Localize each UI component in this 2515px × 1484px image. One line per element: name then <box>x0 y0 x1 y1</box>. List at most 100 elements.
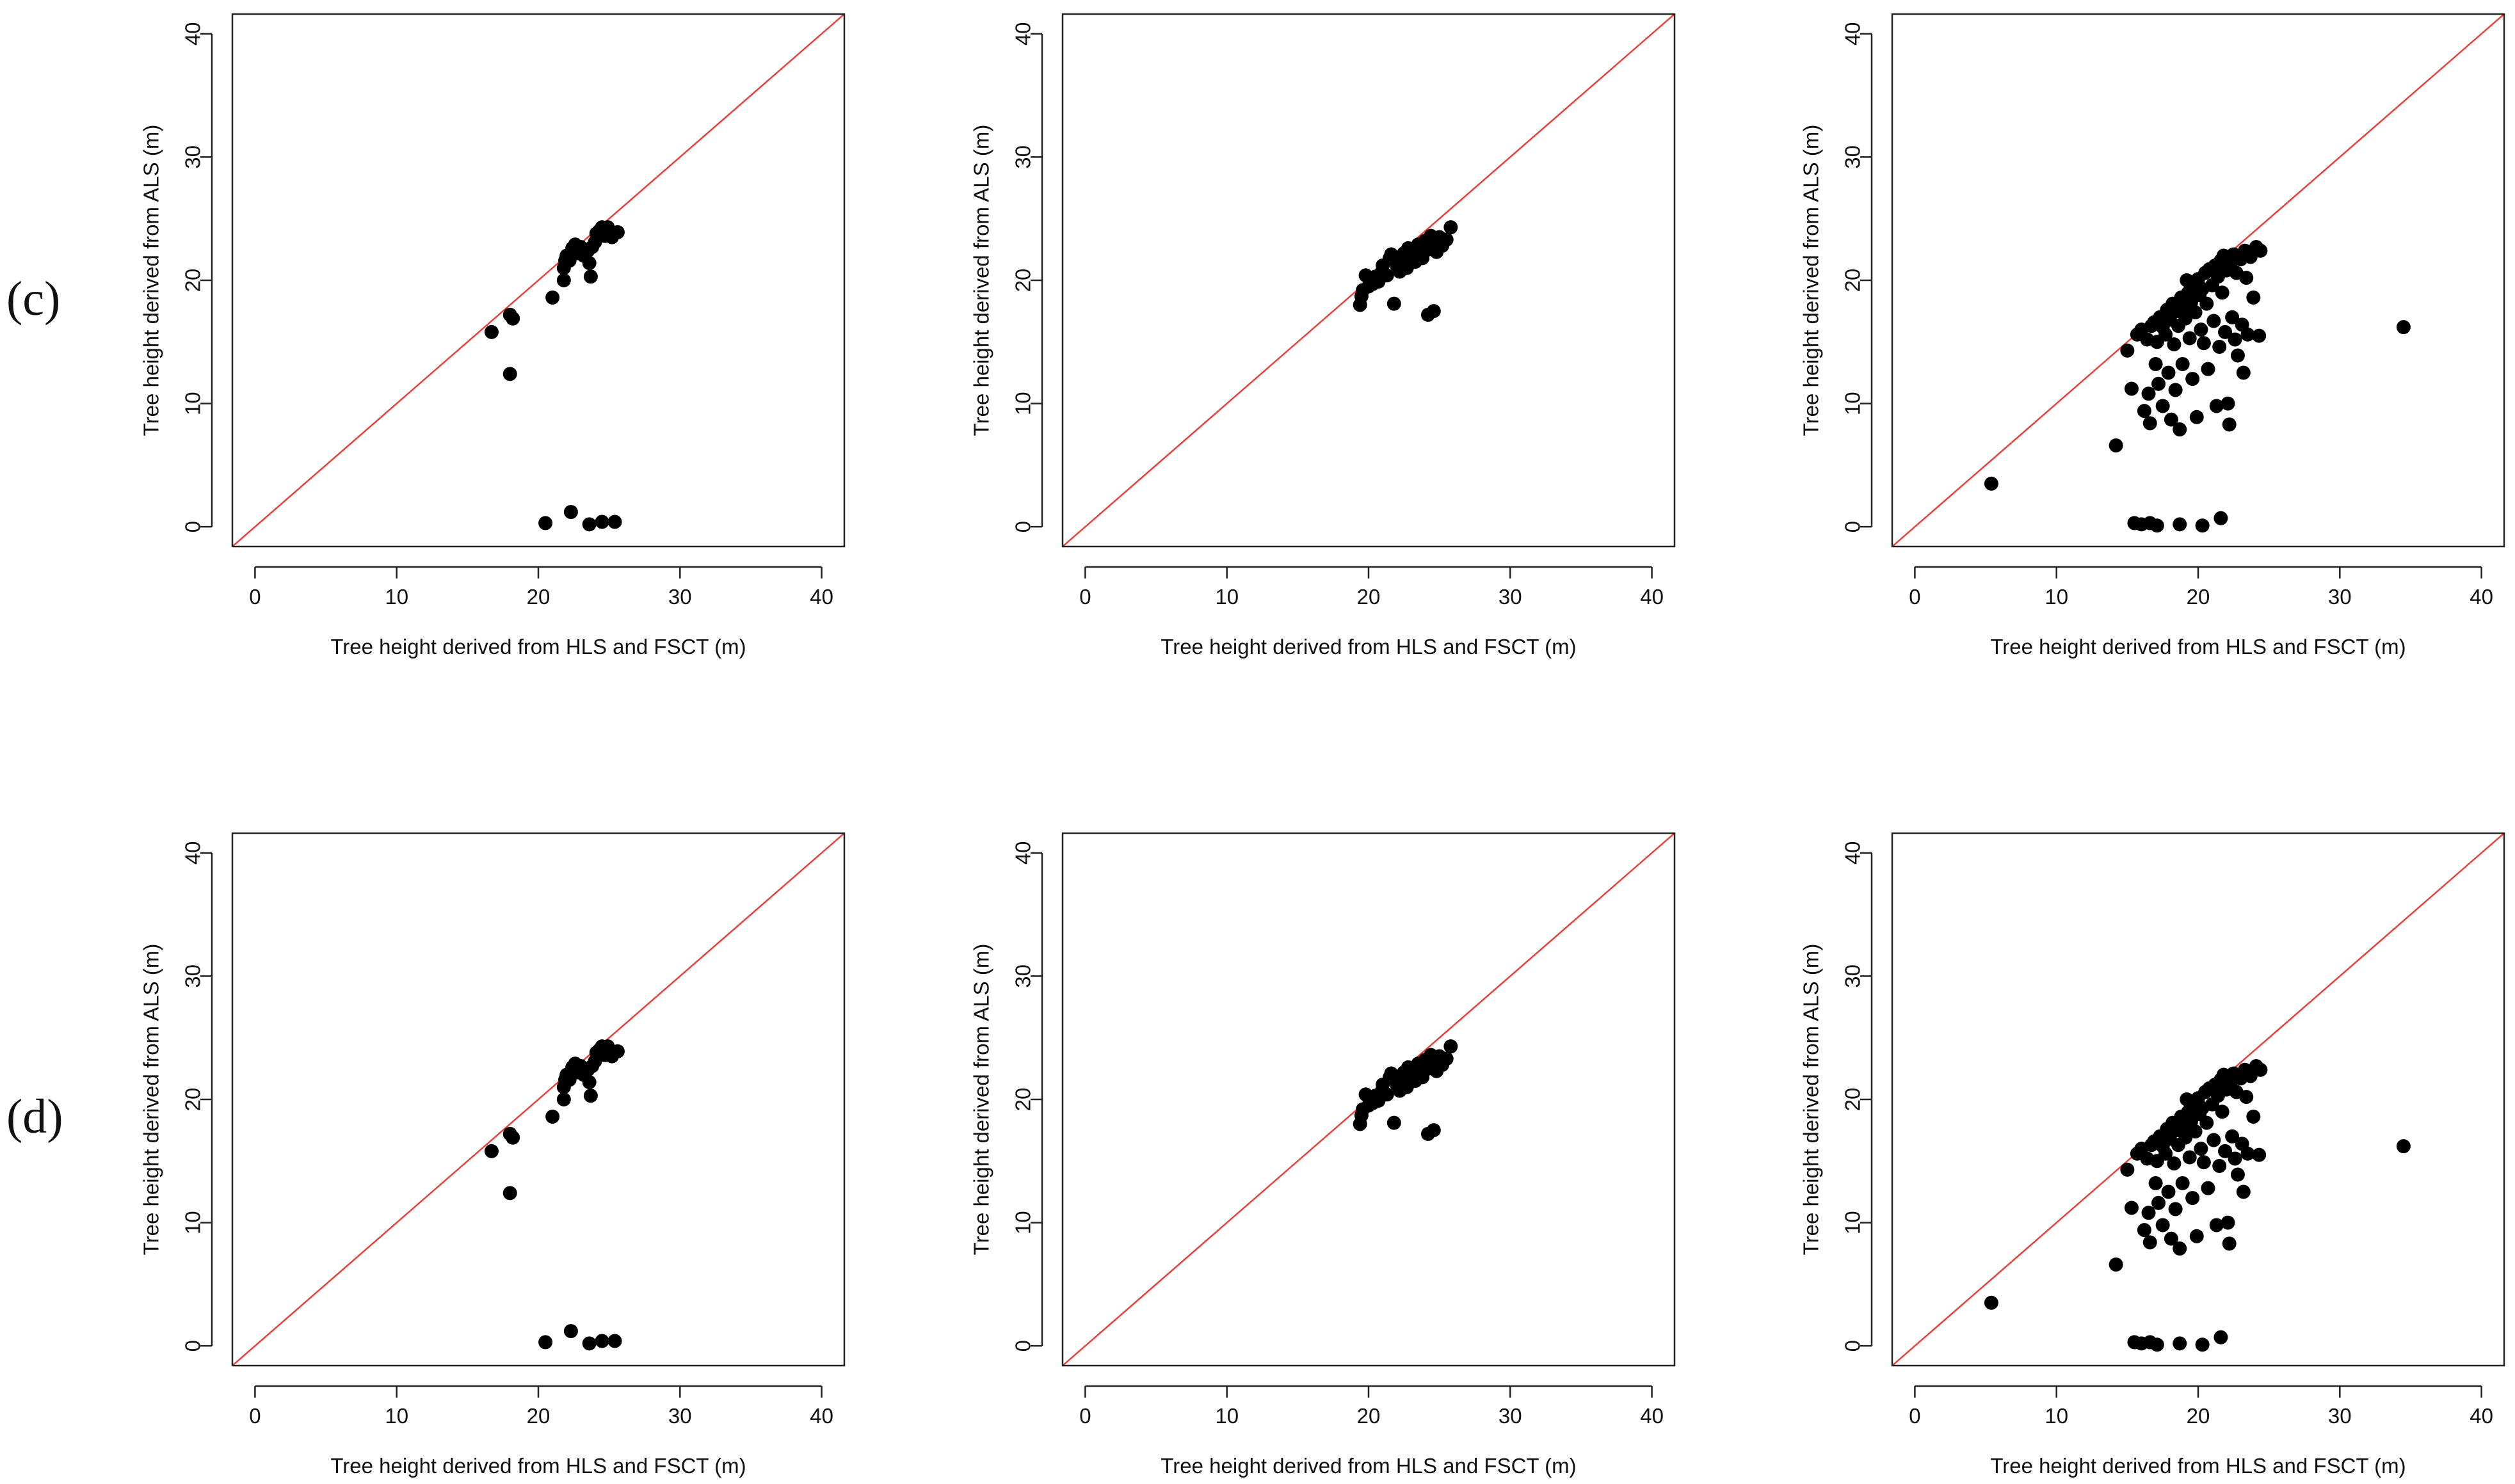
data-point <box>2124 381 2139 396</box>
data-point <box>2396 320 2411 335</box>
y-tick-label: 30 <box>1011 964 1035 988</box>
data-point <box>538 1335 553 1350</box>
x-tick-label: 10 <box>2045 585 2068 609</box>
scatter-panel-c-3: 0 10 20 30 40 0 10 20 30 40 Tree height derived fr… <box>1799 13 2505 658</box>
data-point <box>563 505 578 520</box>
data-point <box>2239 1090 2254 1105</box>
y-tick-label: 30 <box>181 145 205 169</box>
data-point <box>2218 324 2233 339</box>
y-tick-label: 10 <box>1011 392 1035 415</box>
y-axis-title: Tree height derived from ALS (m) <box>1799 944 1823 1256</box>
data-point <box>2109 1257 2123 1272</box>
scatter-panel-d-1: 0 10 20 30 40 0 10 20 30 40 Tree height derived fr… <box>140 832 846 1478</box>
x-tick-label: 40 <box>2470 585 2493 609</box>
data-point <box>2212 340 2227 354</box>
y-tick-label: 10 <box>1011 1211 1035 1234</box>
data-point <box>2215 285 2230 300</box>
y-tick-label: 10 <box>181 1211 205 1234</box>
y-tick-label: 30 <box>1841 964 1865 988</box>
x-axis-title: Tree height derived from HLS and FSCT (m… <box>330 1454 746 1478</box>
data-point <box>2158 327 2173 342</box>
data-point <box>502 1186 517 1201</box>
data-point <box>595 1334 609 1348</box>
data-point <box>583 1089 598 1103</box>
data-point <box>2225 310 2240 324</box>
x-tick-label: 0 <box>1909 1404 1920 1428</box>
x-tick-label: 20 <box>527 585 550 609</box>
x-tick-label: 0 <box>249 585 261 609</box>
x-axis-title: Tree height derived from HLS and FSCT (m… <box>1990 635 2406 658</box>
scatter-panel-c-2: 0 10 20 30 40 0 10 20 30 40 Tree height derived fr… <box>970 13 1676 658</box>
data-point <box>2252 328 2267 343</box>
data-point <box>2151 376 2166 391</box>
plot-frame <box>231 13 846 548</box>
x-tick-label: 0 <box>249 1404 261 1428</box>
y-tick-label: 0 <box>181 1340 205 1352</box>
data-point <box>2124 1201 2139 1215</box>
data-point <box>2253 243 2268 258</box>
x-tick-label: 40 <box>1640 1404 1664 1428</box>
x-tick-label: 40 <box>810 1404 833 1428</box>
x-tick-label: 20 <box>2187 585 2210 609</box>
data-point <box>582 256 597 271</box>
data-point <box>2188 1124 2203 1139</box>
y-axis-title: Tree height derived from ALS (m) <box>970 944 993 1256</box>
data-point <box>2167 1156 2182 1171</box>
y-tick-label: 20 <box>181 269 205 292</box>
data-point <box>2236 365 2251 380</box>
x-tick-label: 0 <box>1079 1404 1091 1428</box>
x-tick-label: 20 <box>1357 1404 1381 1428</box>
data-point <box>2240 1146 2255 1161</box>
data-point <box>2137 1223 2151 1238</box>
y-tick-label: 30 <box>1011 145 1035 169</box>
y-tick-label: 20 <box>1011 1088 1035 1112</box>
y-tick-label: 30 <box>1841 145 1865 169</box>
data-point <box>2222 417 2237 432</box>
data-point <box>2155 1218 2170 1233</box>
y-tick-label: 40 <box>1841 841 1865 865</box>
data-point <box>2151 1195 2166 1210</box>
data-point <box>2222 1236 2237 1251</box>
y-axis-title: Tree height derived from ALS (m) <box>140 125 163 436</box>
reference-line-y-equals-x <box>232 14 844 547</box>
data-point <box>2173 1336 2187 1351</box>
y-tick-label: 40 <box>1841 22 1865 45</box>
data-point <box>2230 348 2245 363</box>
data-point <box>2201 1181 2215 1195</box>
x-axis-title: Tree height derived from HLS and FSCT (m… <box>330 635 746 658</box>
x-tick-label: 0 <box>1079 585 1091 609</box>
data-point <box>2246 290 2261 305</box>
data-point <box>2120 1162 2135 1177</box>
x-tick-label: 10 <box>1215 585 1239 609</box>
data-point <box>1379 268 1394 283</box>
y-tick-label: 40 <box>1011 22 1035 45</box>
data-point <box>2228 332 2242 347</box>
data-point <box>1984 1295 1998 1310</box>
data-point <box>563 1324 578 1339</box>
x-tick-label: 10 <box>1215 1404 1239 1428</box>
data-point <box>2164 1231 2178 1246</box>
data-point <box>2137 404 2151 419</box>
data-point <box>2173 517 2187 532</box>
data-point <box>2396 1139 2411 1154</box>
data-point <box>2173 422 2187 437</box>
x-axis-title: Tree height derived from HLS and FSCT (m… <box>1990 1454 2406 1478</box>
x-tick-label: 30 <box>1499 585 1522 609</box>
x-axis-title: Tree height derived from HLS and FSCT (m… <box>1161 1454 1576 1478</box>
x-tick-label: 10 <box>2045 1404 2068 1428</box>
data-point <box>1426 1123 1441 1138</box>
data-point <box>2149 1337 2164 1352</box>
data-point <box>2142 1235 2157 1250</box>
data-point <box>545 1109 560 1124</box>
x-tick-label: 30 <box>668 585 692 609</box>
plot-frame <box>1061 832 1676 1367</box>
data-point <box>2189 410 2204 424</box>
reference-line-y-equals-x <box>232 833 844 1366</box>
data-point <box>502 367 517 381</box>
y-tick-label: 0 <box>1841 1340 1865 1352</box>
data-point <box>2214 1330 2228 1344</box>
x-tick-label: 20 <box>1357 585 1381 609</box>
scatter-panel-d-3: 0 10 20 30 40 0 10 20 30 40 Tree height derived fr… <box>1799 832 2505 1478</box>
data-point <box>2195 518 2210 533</box>
y-axis-title: Tree height derived from ALS (m) <box>140 944 163 1256</box>
